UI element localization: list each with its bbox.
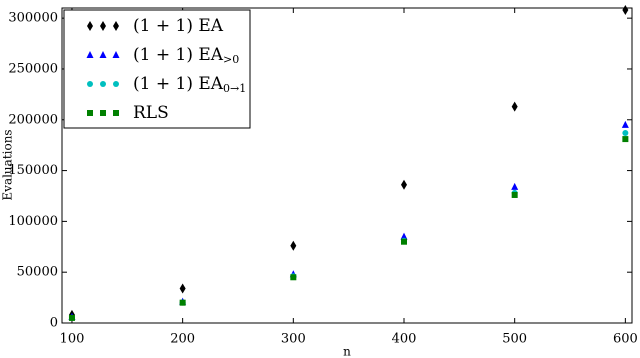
point <box>290 274 297 281</box>
point <box>621 120 629 128</box>
legend-marker <box>99 51 107 58</box>
legend-marker <box>113 81 119 87</box>
legend-label: (1 + 1) EA0→1 <box>133 74 246 96</box>
y-tick-label: 300000 <box>8 11 58 26</box>
legend-marker <box>100 81 106 87</box>
y-tick-label: 150000 <box>8 163 58 178</box>
legend-subscript: >0 <box>223 53 239 66</box>
legend-name: (1 + 1) EA <box>133 45 224 65</box>
point <box>622 129 629 136</box>
legend-box <box>63 9 251 129</box>
point <box>401 179 407 190</box>
x-tick-label: 200 <box>170 332 195 347</box>
legend-marker <box>87 21 93 31</box>
y-tick-label: 0 <box>50 316 58 331</box>
x-tick-label: 100 <box>60 332 85 347</box>
x-axis-title: n <box>343 345 351 358</box>
legend-marker <box>87 110 93 116</box>
legend-subscript: 0→1 <box>223 82 246 95</box>
legend-name: (1 + 1) EA <box>133 16 224 36</box>
point <box>179 299 186 306</box>
x-tick-label: 600 <box>613 332 638 347</box>
legend-marker <box>86 51 94 58</box>
point <box>179 283 186 294</box>
y-tick-label: 50000 <box>17 265 58 280</box>
y-tick-label: 250000 <box>8 61 58 76</box>
point <box>622 136 629 143</box>
legend-marker <box>112 51 120 58</box>
legend-name: RLS <box>133 103 169 123</box>
legend-label: (1 + 1) EA <box>133 16 224 36</box>
x-tick-label: 400 <box>392 332 417 347</box>
legend-label: RLS <box>133 103 169 123</box>
x-tick-label: 300 <box>281 332 306 347</box>
y-tick-label: 100000 <box>8 214 58 229</box>
legend-marker <box>113 110 119 116</box>
legend-marker <box>87 81 93 87</box>
legend-marker <box>100 21 106 31</box>
point <box>511 182 519 190</box>
legend-marker <box>113 21 119 31</box>
point <box>68 314 75 321</box>
point <box>290 240 297 251</box>
y-axis-title: Evaluations <box>1 129 15 200</box>
point <box>622 5 629 16</box>
y-tick-label: 200000 <box>8 112 58 127</box>
legend-marker <box>100 110 106 116</box>
legend-label: (1 + 1) EA>0 <box>133 45 239 67</box>
point <box>511 101 518 112</box>
legend-name: (1 + 1) EA <box>133 74 224 94</box>
point <box>400 232 408 240</box>
point <box>511 191 518 198</box>
plot-frame <box>61 7 633 324</box>
x-tick-label: 500 <box>502 332 527 347</box>
point <box>401 238 407 245</box>
